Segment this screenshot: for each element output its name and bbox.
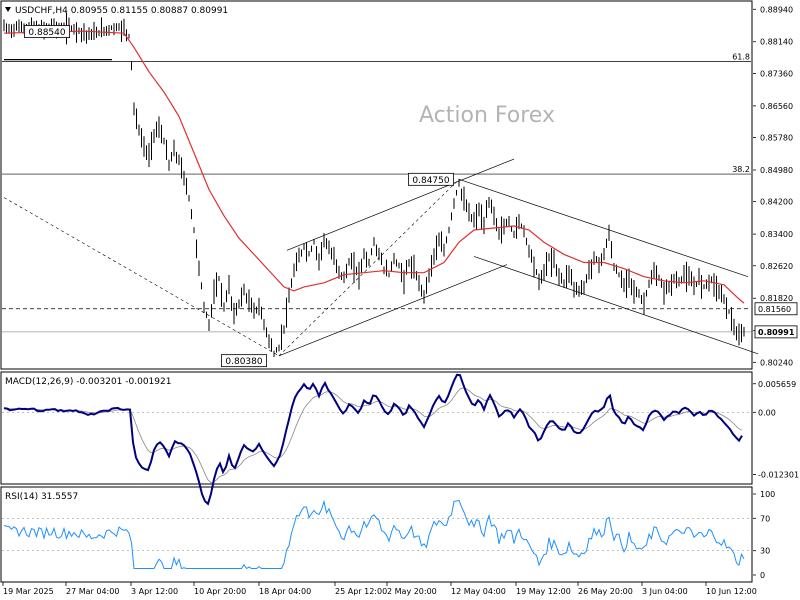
x-tick-label: 10 Apr 20:00	[194, 587, 246, 596]
rsi-y-tick-label: 100	[760, 490, 775, 499]
y-tick-label: 0.88940	[760, 5, 793, 14]
axis-level-box-0	[754, 302, 798, 316]
x-tick-label: 26 May 20:00	[578, 587, 633, 596]
price-label-box	[407, 172, 454, 186]
moving-average-line	[3, 30, 745, 304]
main-static-lines: 61.8 38.2	[2, 53, 759, 357]
channel-lower-falling	[473, 256, 759, 355]
y-tick-label: 0.86560	[760, 102, 793, 111]
symbol-label: USDCHF,H4 0.80955 0.81155 0.80887 0.8099…	[15, 6, 228, 16]
x-axis: 19 Mar 2025 27 Mar 04:00 3 Apr 12:00 10 Apr…	[2, 582, 757, 596]
rsi-y-tick-label: 70	[760, 514, 770, 523]
main-panel	[0, 0, 753, 370]
axis-level-box-1	[754, 325, 798, 339]
x-tick-label: 12 May 04:00	[451, 587, 506, 596]
price-label: 0.80380	[225, 357, 262, 367]
macd-y-tick-label: 0.00	[758, 408, 776, 417]
macd-y-axis: 0.005659 0.00 -0.012301	[753, 380, 799, 479]
dashed-fib-left	[3, 197, 280, 357]
rsi-panel	[0, 486, 753, 583]
y-tick-label: 0.87360	[760, 69, 793, 78]
x-tick-label: 19 May 12:00	[516, 587, 571, 596]
x-tick-label: 3 Apr 12:00	[131, 587, 178, 596]
dashed-fib-right	[278, 179, 460, 357]
price-label-box	[23, 25, 71, 38]
y-axis: 0.88940 0.88140 0.87360 0.86560 0.85780 0.849…	[753, 5, 798, 367]
price-labels: 0.88540 0.84750 0.80380	[23, 25, 454, 368]
y-tick-label: 0.84200	[760, 198, 793, 207]
channel-upper-rising	[286, 158, 515, 251]
watermark-text: Action Forex	[419, 103, 555, 128]
macd-y-tick-label: 0.005659	[758, 380, 796, 389]
x-tick-label: 18 Apr 04:00	[259, 587, 311, 596]
y-tick-label: 0.81820	[760, 294, 793, 303]
y-tick-label: 0.83400	[760, 230, 793, 239]
price-label: 0.84750	[412, 176, 449, 186]
channel-upper-falling	[458, 178, 749, 278]
rsi-series	[2, 499, 751, 570]
channel-lower-rising	[278, 264, 508, 357]
price-label: 0.88540	[28, 28, 65, 38]
y-tick-label: 0.80240	[760, 358, 793, 367]
x-tick-label: 2 May 20:00	[387, 587, 437, 596]
rsi-line	[3, 499, 745, 570]
x-tick-label: 19 Mar 2025	[3, 587, 54, 596]
macd-title: MACD(12,26,9) -0.003201 -0.001921	[5, 377, 171, 387]
rsi-y-tick-label: 30	[760, 547, 770, 556]
fib-label-38-2: 38.2	[732, 165, 750, 174]
x-tick-label: 27 Mar 04:00	[66, 587, 119, 596]
macd-y-tick-label: -0.012301	[758, 470, 799, 479]
axis-level-label-0: 0.81560	[758, 305, 791, 314]
y-tick-label: 0.85780	[760, 134, 793, 143]
y-tick-label: 0.88140	[760, 38, 793, 47]
dropdown-triangle-icon[interactable]	[5, 7, 11, 12]
x-tick-label: 25 Apr 12:00	[335, 587, 387, 596]
moving-average-series	[3, 30, 745, 304]
fib-label-61-8: 61.8	[732, 53, 750, 62]
rsi-y-axis: 100 70 30 0	[753, 490, 775, 580]
y-tick-label: 0.84980	[760, 166, 793, 175]
axis-level-label-1: 0.80991	[758, 328, 795, 337]
rsi-title: RSI(14) 31.5557	[5, 492, 78, 502]
macd-panel	[0, 371, 753, 485]
x-tick-label: 3 Jun 04:00	[642, 587, 688, 596]
macd-series	[2, 373, 751, 506]
y-tick-label: 0.82620	[760, 262, 793, 271]
x-tick-label: 10 Jun 12:00	[706, 587, 757, 596]
macd-line	[3, 373, 743, 506]
price-label-box	[220, 354, 267, 368]
rsi-y-tick-label: 0	[760, 571, 765, 580]
